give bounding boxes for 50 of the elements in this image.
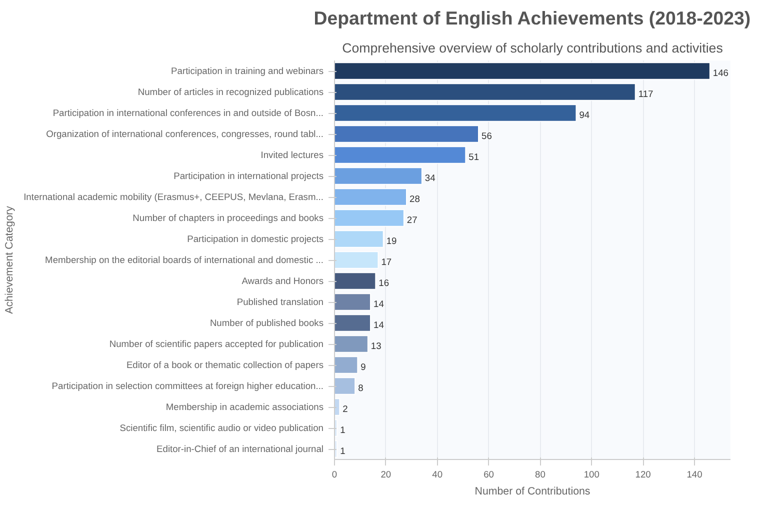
chart-subtitle: Comprehensive overview of scholarly contributions and activities [342,40,724,56]
data-label: 1 [340,425,346,435]
data-label: 13 [370,341,382,351]
x-tick-label: 100 [584,470,600,480]
x-tick-label: 120 [635,470,651,480]
data-label: 146 [712,68,729,78]
x-tick-label: 140 [686,470,702,480]
data-label: 9 [360,362,366,372]
y-tick-label: Editor-in-Chief of an international journal [156,444,324,454]
y-tick-label: Participation in domestic projects [187,234,324,244]
data-label: 28 [410,194,420,204]
y-tick-label: Scientific film, scientific audio or video publication [120,423,324,433]
data-label: 8 [358,383,364,393]
y-tick-label: Number of articles in recognized publications [138,87,324,97]
y-tick-label: International academic mobility (Erasmus+, CEEPUS, Mevlana, Erasm... [24,192,324,202]
y-tick-label: Membership in academic associations [166,402,324,412]
y-tick-label: Participation in international conferences in and outside of Bosn... [52,108,324,118]
y-tick-label: Number of chapters in proceedings and books [132,213,324,223]
x-tick-label: 40 [432,470,443,480]
y-tick-label: Invited lectures [260,150,324,160]
x-tick-label: 0 [332,470,338,480]
y-tick-label: Participation in training and webinars [171,66,324,76]
x-tick-label: 20 [380,470,392,480]
data-label: 56 [482,131,492,141]
data-label: 117 [638,89,654,99]
chart-title: Department of English Achievements (2018-2023) [314,8,751,28]
y-tick-label: Membership on the editorial boards of international and domestic ... [45,255,324,265]
x-tick-label: 60 [484,470,494,480]
y-tick-label: Participation in international projects [174,171,324,181]
x-tick-label: 80 [535,470,546,480]
y-axis-title: Achievement Category [4,205,16,314]
data-label: 14 [374,320,384,330]
y-tick-label: Number of published books [210,318,324,328]
data-label: 14 [374,299,384,309]
data-label: 51 [468,152,480,162]
data-label: 27 [406,215,418,225]
y-tick-label: Awards and Honors [242,276,324,286]
data-label: 34 [424,173,436,183]
y-tick-label: Editor of a book or thematic collection of papers [126,360,324,370]
data-label: 1 [340,446,346,456]
y-tick-label: Participation in selection committees at foreign higher education... [52,381,324,391]
data-label: 94 [579,110,590,120]
data-label: 16 [378,278,390,288]
y-tick-label: Published translation [236,297,324,307]
y-tick-label: Number of scientific papers accepted for publication [109,339,324,349]
data-label: 17 [381,257,392,267]
x-axis-title: Number of Contributions [474,486,590,498]
y-tick-label: Organization of international conferences, congresses, round tabl... [46,129,324,139]
data-label: 19 [386,236,397,246]
data-label: 2 [342,404,348,414]
